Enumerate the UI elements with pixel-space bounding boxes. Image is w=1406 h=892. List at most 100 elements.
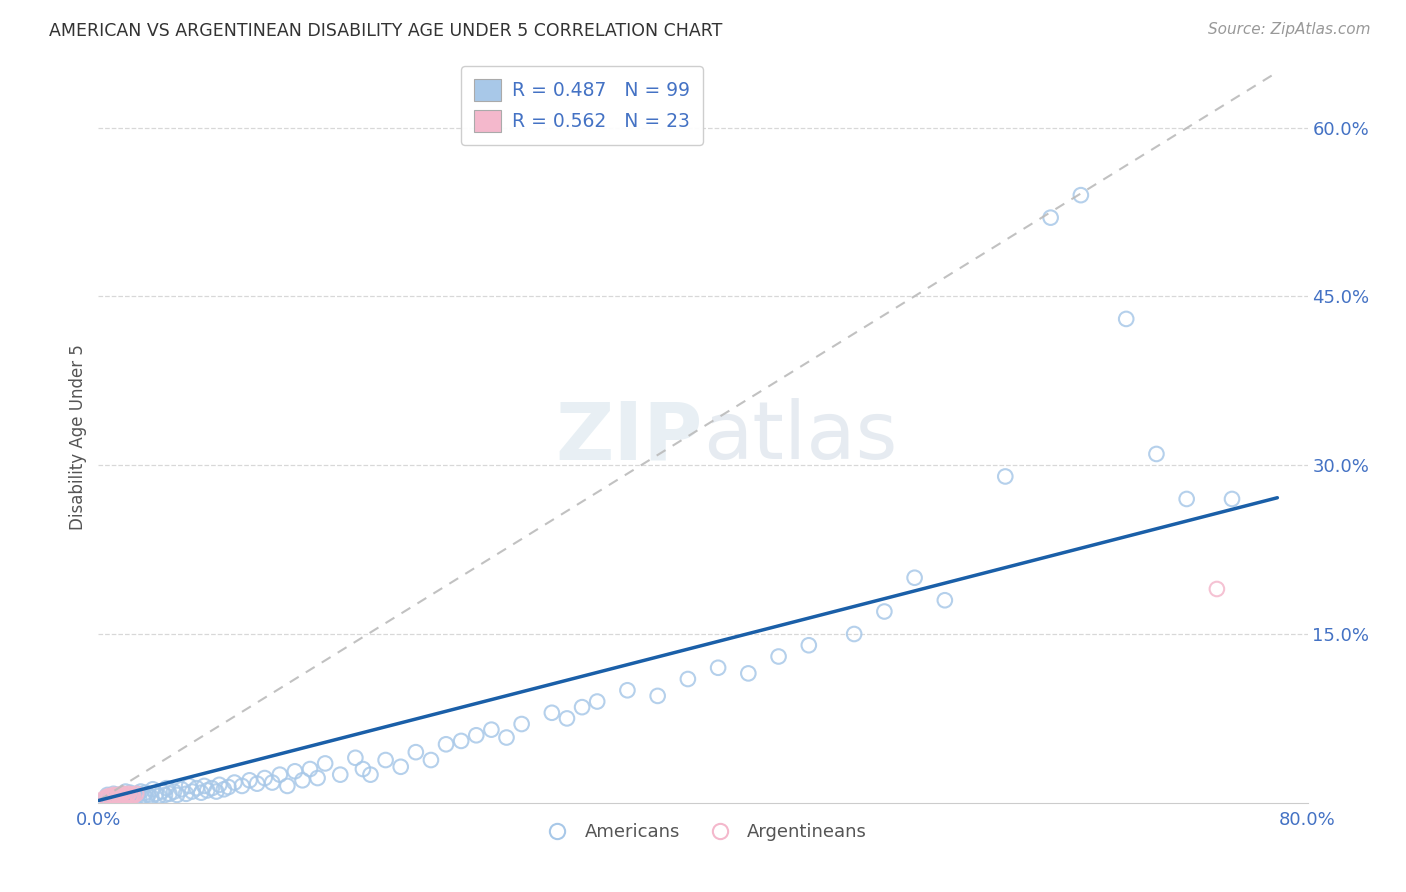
Point bbox=[135, 791, 157, 805]
Point bbox=[405, 745, 427, 759]
Point bbox=[112, 790, 135, 805]
Point bbox=[571, 700, 593, 714]
Point bbox=[150, 784, 173, 798]
Point bbox=[122, 788, 145, 802]
Point bbox=[307, 771, 329, 785]
Point bbox=[163, 784, 186, 798]
Point bbox=[647, 689, 669, 703]
Point bbox=[129, 784, 152, 798]
Point bbox=[231, 779, 253, 793]
Point bbox=[103, 791, 125, 805]
Point bbox=[121, 788, 143, 802]
Point bbox=[1144, 447, 1167, 461]
Point bbox=[94, 790, 117, 805]
Y-axis label: Disability Age Under 5: Disability Age Under 5 bbox=[69, 344, 87, 530]
Point bbox=[96, 791, 118, 805]
Point bbox=[111, 787, 134, 801]
Point bbox=[107, 788, 129, 802]
Point bbox=[797, 638, 820, 652]
Point bbox=[239, 773, 262, 788]
Point bbox=[1070, 188, 1092, 202]
Legend: Americans, Argentineans: Americans, Argentineans bbox=[533, 816, 873, 848]
Point bbox=[1115, 312, 1137, 326]
Point bbox=[434, 737, 457, 751]
Point bbox=[208, 778, 231, 792]
Point bbox=[104, 789, 127, 803]
Point bbox=[115, 792, 138, 806]
Point bbox=[114, 784, 136, 798]
Point bbox=[994, 469, 1017, 483]
Point bbox=[103, 788, 125, 802]
Point bbox=[110, 789, 132, 803]
Point bbox=[101, 791, 124, 805]
Point bbox=[193, 779, 215, 793]
Point bbox=[253, 771, 276, 785]
Point bbox=[110, 791, 132, 805]
Point bbox=[132, 789, 155, 803]
Point bbox=[707, 661, 730, 675]
Point bbox=[181, 784, 204, 798]
Point bbox=[134, 786, 156, 800]
Point bbox=[217, 780, 239, 794]
Point bbox=[153, 788, 176, 802]
Point bbox=[108, 789, 131, 803]
Point bbox=[118, 789, 141, 803]
Point bbox=[540, 706, 562, 720]
Point bbox=[201, 781, 224, 796]
Point bbox=[224, 775, 246, 789]
Text: AMERICAN VS ARGENTINEAN DISABILITY AGE UNDER 5 CORRELATION CHART: AMERICAN VS ARGENTINEAN DISABILITY AGE U… bbox=[49, 22, 723, 40]
Point bbox=[118, 787, 141, 801]
Point bbox=[1220, 491, 1243, 506]
Point bbox=[111, 787, 134, 801]
Point bbox=[352, 762, 374, 776]
Point bbox=[186, 781, 208, 796]
Point bbox=[121, 791, 143, 805]
Point bbox=[98, 789, 121, 803]
Point bbox=[190, 786, 212, 800]
Point bbox=[1206, 582, 1229, 596]
Point bbox=[510, 717, 533, 731]
Text: atlas: atlas bbox=[703, 398, 897, 476]
Point bbox=[112, 790, 135, 805]
Point bbox=[105, 791, 128, 805]
Point bbox=[586, 694, 609, 708]
Point bbox=[125, 787, 148, 801]
Point bbox=[873, 605, 896, 619]
Point bbox=[262, 775, 284, 789]
Point bbox=[104, 790, 127, 805]
Point bbox=[481, 723, 503, 737]
Point bbox=[148, 789, 170, 803]
Point bbox=[103, 790, 125, 805]
Point bbox=[145, 787, 167, 801]
Point bbox=[195, 783, 218, 797]
Point bbox=[127, 787, 149, 801]
Point bbox=[934, 593, 956, 607]
Point bbox=[737, 666, 759, 681]
Point bbox=[374, 753, 396, 767]
Point bbox=[465, 728, 488, 742]
Point bbox=[105, 788, 128, 802]
Point bbox=[122, 789, 145, 803]
Point bbox=[120, 790, 142, 805]
Point bbox=[141, 790, 163, 805]
Text: ZIP: ZIP bbox=[555, 398, 703, 476]
Point bbox=[94, 790, 117, 805]
Point bbox=[91, 792, 114, 806]
Point bbox=[103, 787, 125, 801]
Point bbox=[420, 753, 443, 767]
Text: Source: ZipAtlas.com: Source: ZipAtlas.com bbox=[1208, 22, 1371, 37]
Point bbox=[115, 789, 138, 803]
Point bbox=[1175, 491, 1198, 506]
Point bbox=[555, 711, 578, 725]
Point bbox=[136, 788, 159, 802]
Point bbox=[174, 787, 197, 801]
Point bbox=[159, 787, 181, 801]
Point bbox=[389, 760, 412, 774]
Point bbox=[284, 764, 307, 779]
Point bbox=[120, 786, 142, 800]
Point bbox=[1039, 211, 1062, 225]
Point bbox=[450, 734, 472, 748]
Point bbox=[495, 731, 517, 745]
Point bbox=[114, 788, 136, 802]
Point bbox=[205, 784, 228, 798]
